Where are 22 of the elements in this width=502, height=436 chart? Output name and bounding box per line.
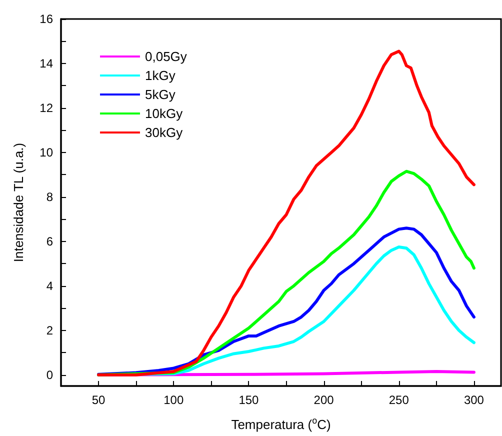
y-tick-label: 0	[46, 368, 54, 382]
y-tick-label: 4	[46, 278, 54, 293]
line-series	[97, 50, 476, 376]
x-tick-label: 100	[164, 393, 184, 407]
y-tick-label: 12	[40, 100, 54, 115]
y-axis-title: Intensidade TL (u.a.)	[11, 142, 26, 262]
legend-label: 1kGy	[145, 68, 176, 83]
x-tick-label: 200	[314, 393, 334, 407]
y-tick-label: 10	[40, 145, 54, 160]
y-tick-label: 8	[46, 190, 54, 204]
y-tick-label: 14	[40, 56, 54, 70]
legend-label: 10kGy	[145, 106, 184, 121]
x-tick-label: 50	[92, 393, 106, 407]
y-tick-label: 6	[46, 234, 54, 248]
legend-label: 0,05Gy	[145, 49, 188, 64]
x-tick-label: 300	[464, 393, 484, 407]
legend-label: 30kGy	[145, 125, 184, 140]
x-tick-label: 150	[238, 393, 260, 407]
x-tick-label: 250	[388, 393, 410, 407]
legend-label: 5kGy	[145, 87, 176, 102]
y-tick-label: 16	[40, 12, 54, 26]
y-tick-label: 2	[46, 323, 54, 338]
